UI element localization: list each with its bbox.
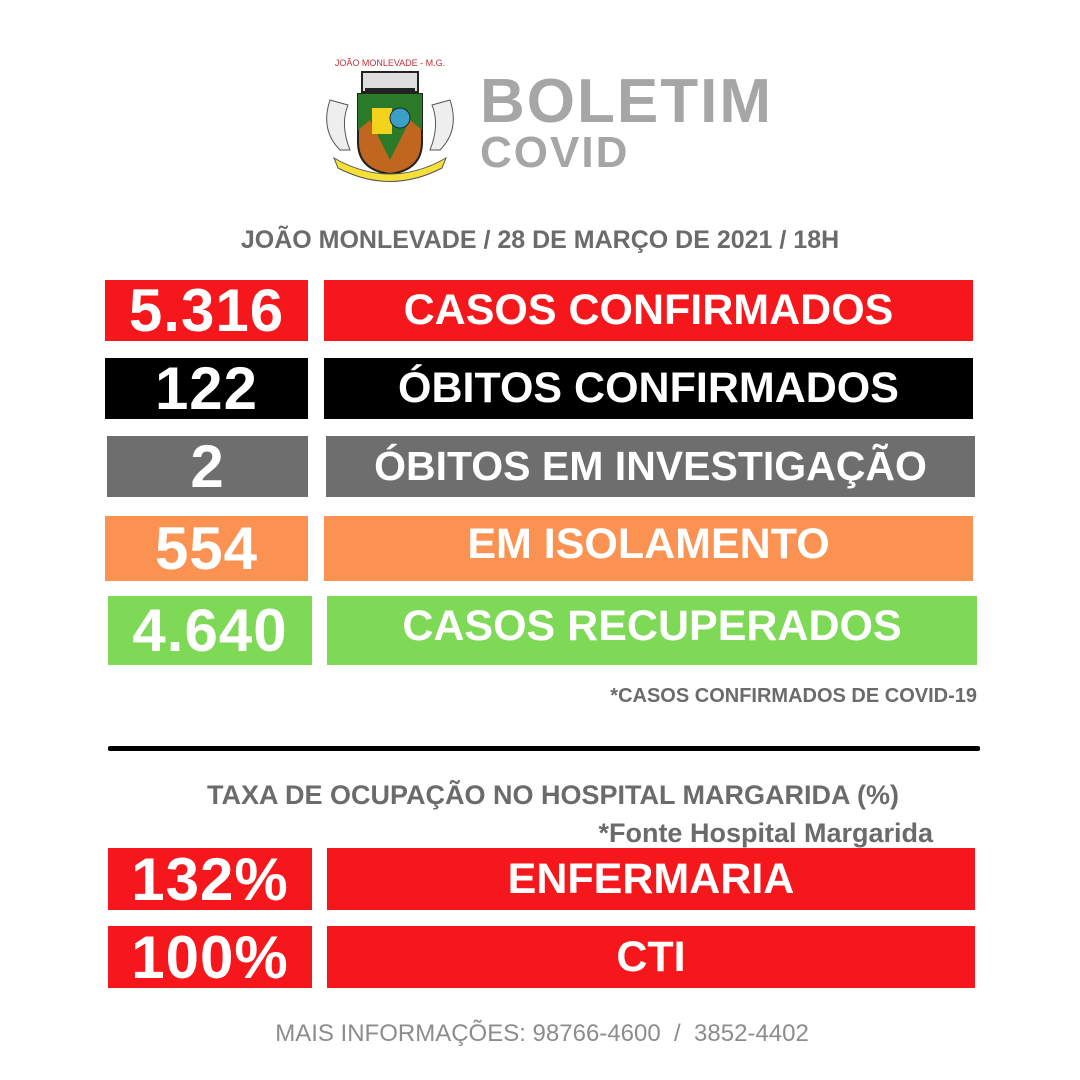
ward-label: ENFERMARIA bbox=[327, 848, 975, 910]
ward-occupancy-value: 132% bbox=[108, 848, 312, 910]
footnote: *CASOS CONFIRMADOS DE COVID-19 bbox=[610, 685, 977, 707]
hospital-occupancy-heading: TAXA DE OCUPAÇÃO NO HOSPITAL MARGARIDA (… bbox=[207, 780, 899, 810]
location-date-subtitle: JOÃO MONLEVADE / 28 DE MARÇO DE 2021 / 1… bbox=[240, 226, 840, 254]
title-covid: COVID bbox=[480, 128, 630, 177]
recovered-value: 4.640 bbox=[108, 596, 312, 665]
isolation-value: 554 bbox=[105, 516, 308, 581]
deaths-under-investigation-label: ÓBITOS EM INVESTIGAÇÃO bbox=[326, 436, 975, 497]
isolation-label: EM ISOLAMENTO bbox=[324, 516, 973, 581]
confirmed-deaths-label: ÓBITOS CONFIRMADOS bbox=[324, 358, 973, 419]
hospital-source-note: *Fonte Hospital Margarida bbox=[598, 818, 933, 848]
divider bbox=[108, 746, 980, 751]
icu-label: CTI bbox=[327, 926, 975, 988]
title-boletim: BOLETIM bbox=[480, 67, 773, 136]
city-coat-of-arms-logo: JOÃO MONLEVADE - M.G. bbox=[320, 50, 460, 185]
deaths-under-investigation-value: 2 bbox=[107, 436, 308, 497]
confirmed-cases-value: 5.316 bbox=[105, 280, 308, 341]
confirmed-cases-label: CASOS CONFIRMADOS bbox=[324, 280, 973, 341]
svg-text:JOÃO MONLEVADE - M.G.: JOÃO MONLEVADE - M.G. bbox=[335, 58, 445, 68]
contact-footer: MAIS INFORMAÇÕES: 98766-4600 / 3852-4402 bbox=[275, 1020, 809, 1047]
confirmed-deaths-value: 122 bbox=[105, 358, 308, 419]
recovered-label: CASOS RECUPERADOS bbox=[327, 596, 977, 665]
icu-occupancy-value: 100% bbox=[108, 926, 312, 988]
